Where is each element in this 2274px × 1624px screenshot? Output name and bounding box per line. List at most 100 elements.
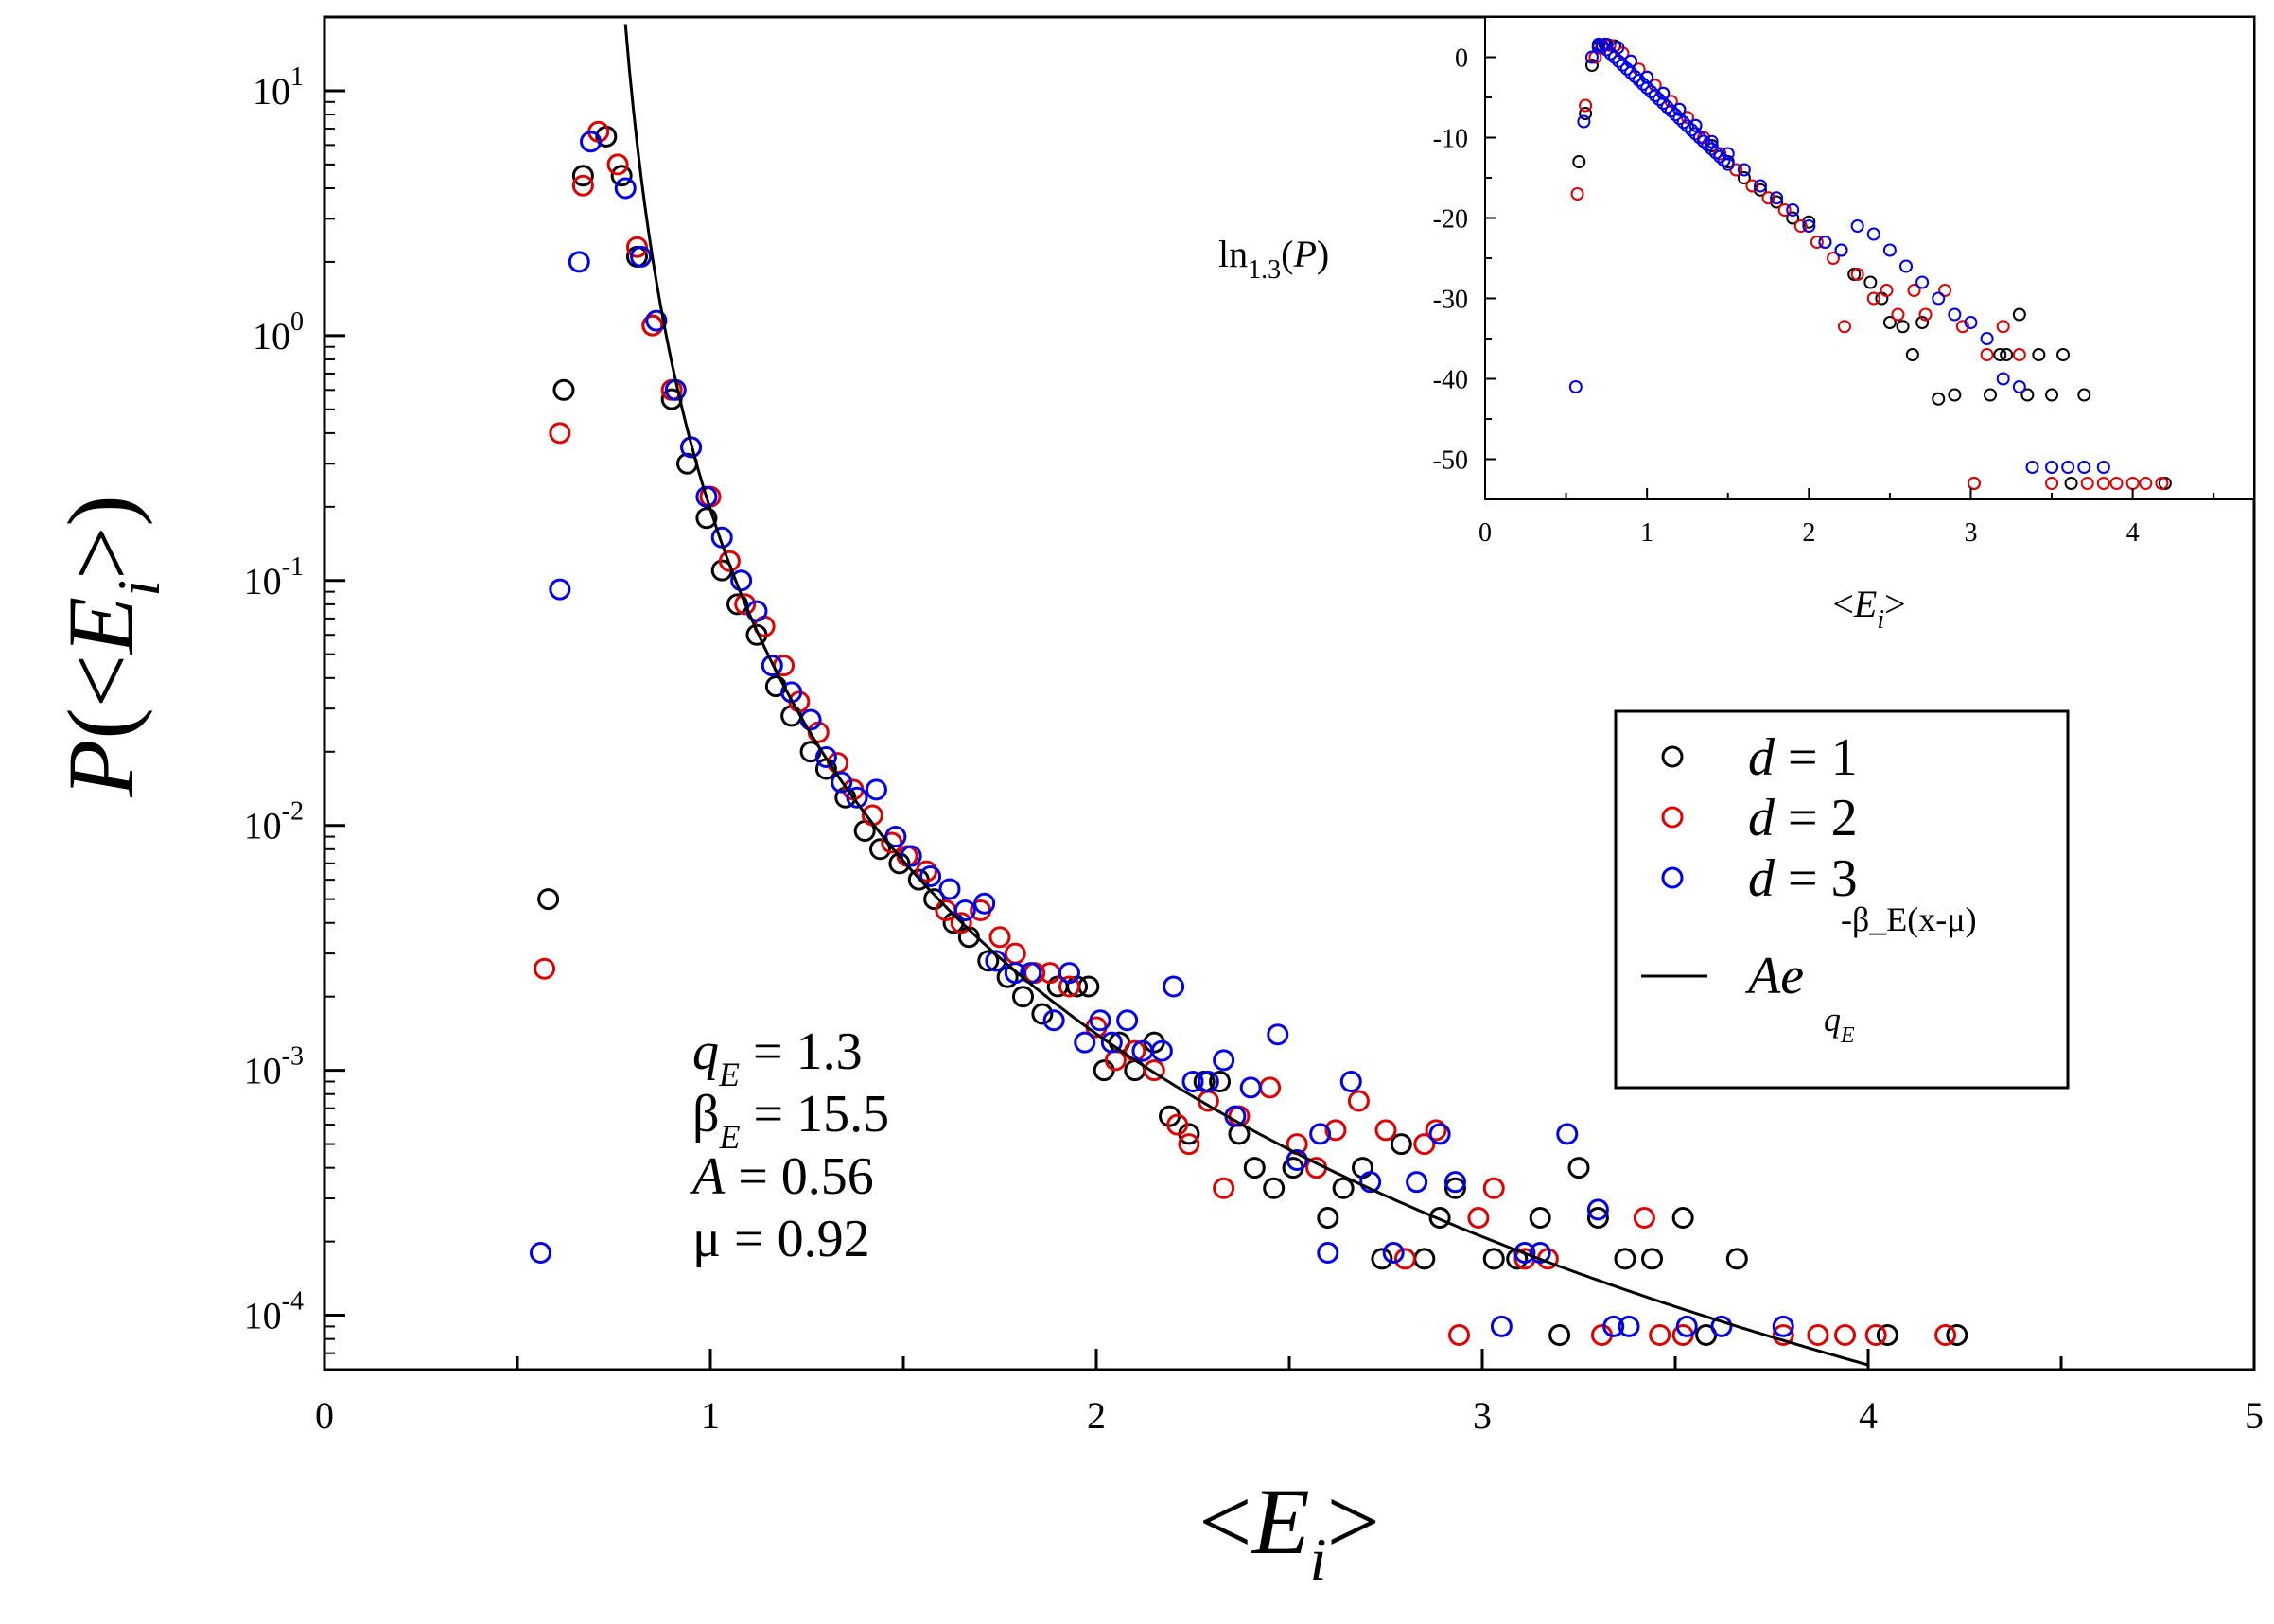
main-point-d2 [1004,942,1026,965]
inset-point-d3 [1600,43,1614,57]
main-point-d1 [1614,1248,1636,1270]
main-point-d3 [1675,1315,1698,1337]
inset-point-d1 [2020,388,2035,402]
inset-point-d3 [1786,203,1800,217]
inset-point-d3 [1688,118,1703,132]
main-point-d3 [884,826,907,848]
inset-point-d3 [1866,227,1880,241]
inset-point-d3 [1636,77,1650,91]
main-point-d3 [1197,1070,1219,1092]
inset-point-d3 [1948,307,1962,322]
main-point-d3 [1116,1009,1139,1032]
inset-point-d1 [1579,107,1593,120]
fit-parameter-label: βE = 15.5 [692,1085,889,1156]
main-point-d1 [1332,1177,1355,1199]
main-point-d3 [1004,962,1026,985]
main-point-d3 [1150,1039,1173,1062]
inset-x-axis-label: <Ei> [1832,583,1905,635]
main-point-d2 [988,926,1011,949]
inset-point-d3 [2025,461,2039,474]
main-point-d2 [1166,1113,1189,1136]
fit-parameter-label: A = 0.56 [689,1147,874,1206]
main-point-d1 [1077,975,1100,998]
main-point-d2 [734,593,757,616]
main-point-d3 [1406,1171,1428,1194]
main-point-d3 [1339,1070,1362,1092]
inset-point-d2 [2155,477,2169,490]
inset-point-d2 [1826,252,1840,265]
inset-y-tick-label: -10 [1433,125,1468,154]
main-point-d2 [1259,1076,1282,1099]
inset-point-d3 [1753,179,1767,193]
main-point-d2 [549,422,571,445]
inset-point-d3 [1628,69,1642,83]
inset-y-axis-label: ln1.3(P) [1218,233,1329,285]
main-point-d2 [1104,1049,1127,1072]
main-point-d3 [1239,1076,1262,1099]
inset-point-d3 [1717,153,1731,167]
inset-point-d1 [2000,348,2014,361]
main-point-d3 [630,245,653,268]
inset-point-d1 [1786,211,1800,225]
main-point-d1 [1548,1324,1571,1347]
main-x-tick-label: 3 [1473,1394,1492,1437]
main-point-d3 [1382,1241,1405,1264]
inset-y-tick-label: -30 [1433,286,1468,315]
main-point-d3 [846,786,868,809]
main-point-d3 [1100,1031,1123,1054]
inset-y-tick-label: -20 [1433,205,1468,235]
main-y-tick-label: 10-2 [244,797,304,847]
main-point-d2 [827,752,849,775]
main-point-d3 [1042,1009,1065,1032]
main-point-d1 [571,165,594,187]
main-point-d1 [888,852,911,875]
main-point-d3 [695,485,718,508]
inset-point-d3 [2096,461,2110,474]
main-point-d1 [695,507,718,530]
inset-point-d2 [2139,477,2153,490]
inset-point-d3 [1648,89,1662,103]
inset-point-d2 [1777,203,1792,217]
main-point-d2 [915,860,937,882]
main-point-d1 [923,888,946,911]
inset-x-tick-label: 4 [2126,518,2140,548]
main-point-d3 [761,655,783,677]
main-point-d3 [1317,1241,1339,1264]
main-x-tick-label: 0 [315,1394,334,1437]
inset-y-axis: 0 -10 -20 -30 -40 -50 [1433,16,1496,500]
main-x-tick-label: 4 [1859,1394,1878,1437]
inset-point-d3 [1664,104,1678,118]
main-point-d1 [1317,1207,1339,1230]
inset-point-d3 [1915,275,1930,289]
main-x-axis-label: <Ei> [1198,1469,1380,1593]
inset-point-d3 [2061,461,2075,474]
main-y-tick-label: 100 [253,307,304,358]
inset-point-d3 [1705,142,1719,156]
inset-point-d3 [1802,219,1816,233]
inset-point-d3 [1685,123,1699,137]
main-point-d3 [1618,1315,1640,1337]
inset-x-tick-label: 3 [1964,518,1977,548]
main-point-d2 [950,912,972,934]
main-point-d3 [1089,1009,1111,1032]
main-point-d1 [1529,1207,1551,1230]
main-point-d1 [1263,1177,1286,1199]
inset-point-d3 [1692,131,1706,145]
main-point-d1 [1428,1207,1451,1230]
inset-point-d3 [1705,134,1719,148]
main-point-d2 [1448,1324,1471,1347]
inset-point-d3 [1584,50,1599,64]
main-point-d3 [1181,1070,1204,1092]
main-point-d2 [1347,1090,1370,1112]
main-point-d3 [1058,962,1080,985]
main-point-d3 [1359,1171,1382,1194]
inset-point-d2 [1967,477,1981,490]
inset-point-d3 [1577,114,1591,129]
main-point-d3 [1710,1315,1733,1337]
inset-point-d1 [2012,307,2026,322]
inset-point-d2 [1579,98,1593,113]
inset-point-d2 [1955,320,1969,334]
main-point-d2 [606,153,629,176]
inset-point-d1 [2056,348,2071,361]
